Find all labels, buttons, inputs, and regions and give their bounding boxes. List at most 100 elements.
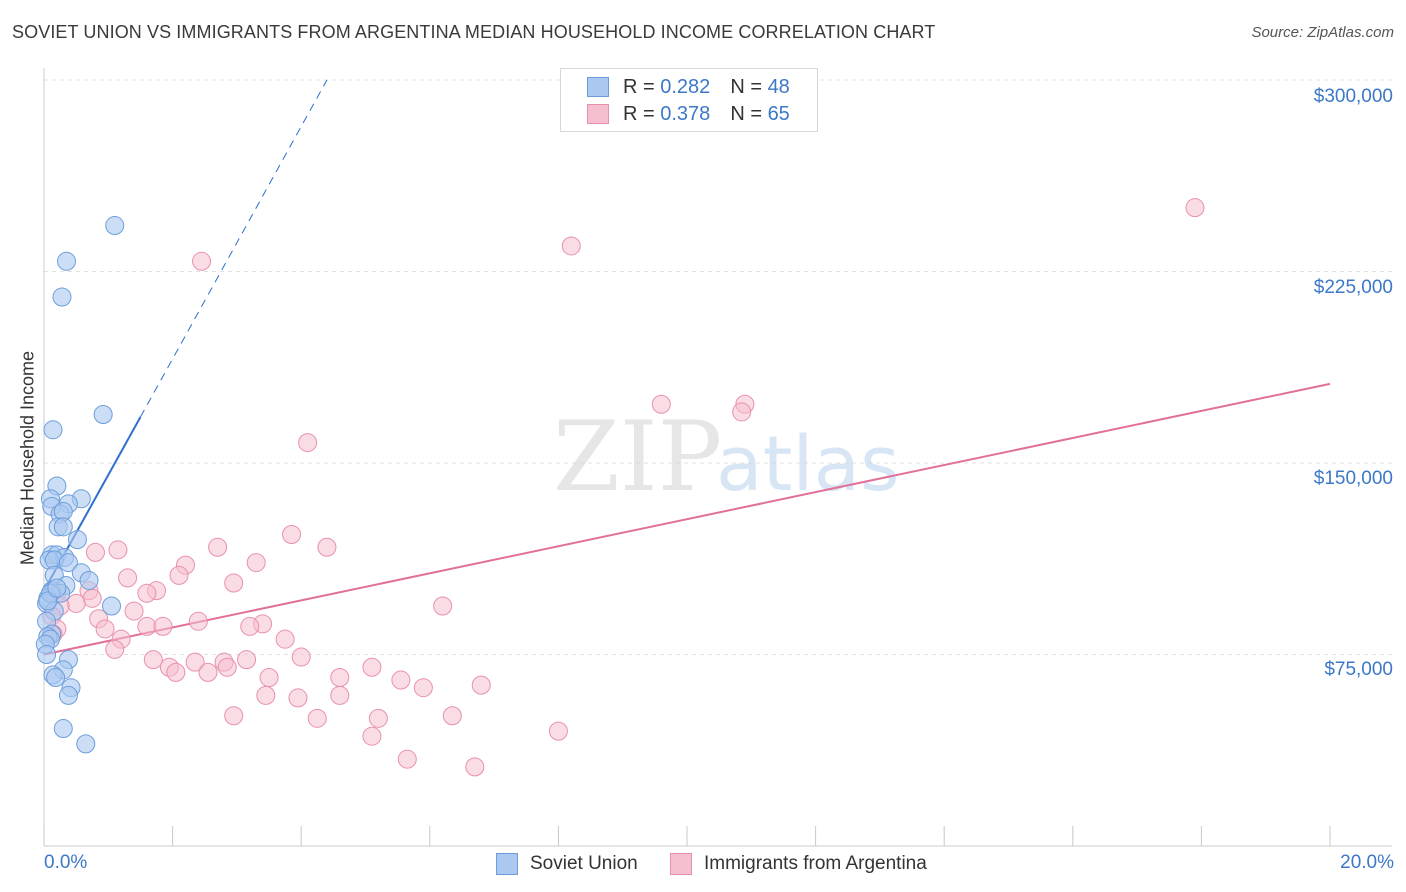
- soviet-point-36: [37, 645, 57, 664]
- soviet-points: [35, 216, 125, 754]
- soviet-r-label: R =: [623, 75, 655, 98]
- source-label: Source: ZipAtlas.com: [1251, 24, 1394, 41]
- legend-row-soviet: R = 0.282 N = 48: [587, 75, 790, 99]
- argentina-point-11: [85, 542, 105, 562]
- bottom-soviet-label: Soviet Union: [530, 853, 638, 874]
- y-tick-label-300000: $300,000: [1313, 86, 1393, 107]
- bottom-argentina-swatch: [670, 853, 692, 875]
- soviet-swatch: [587, 77, 609, 97]
- argentina-point-44: [362, 657, 382, 677]
- y-tick-label-150000: $150,000: [1313, 468, 1393, 489]
- soviet-point-3: [93, 404, 113, 424]
- soviet-n-value: 48: [767, 75, 790, 98]
- argentina-point-15: [118, 568, 138, 588]
- soviet-point-4: [43, 420, 63, 440]
- argentina-point-3: [651, 394, 671, 414]
- argentina-point-60: [442, 706, 462, 726]
- argentina-r-label: R =: [623, 102, 655, 125]
- argentina-point-32: [153, 616, 173, 636]
- argentina-point-24: [433, 596, 453, 616]
- argentina-swatch: [587, 104, 609, 124]
- argentina-point-31: [240, 616, 260, 636]
- argentina-point-10: [108, 540, 128, 560]
- argentina-point-54: [256, 685, 276, 705]
- argentina-point-2: [192, 251, 212, 271]
- argentina-point-46: [217, 657, 237, 677]
- argentina-point-56: [288, 688, 308, 708]
- soviet-point-47: [47, 578, 67, 598]
- y-axis-title: Median Household Income: [17, 350, 38, 566]
- argentina-point-63: [397, 749, 417, 769]
- argentina-point-49: [259, 667, 279, 687]
- bottom-argentina-label: Immigrants from Argentina: [704, 853, 927, 874]
- soviet-n-label: N =: [730, 75, 762, 98]
- bottom-soviet-swatch: [496, 853, 518, 875]
- argentina-points: [42, 198, 1205, 777]
- argentina-point-16: [224, 573, 244, 593]
- axes: [43, 68, 1392, 847]
- watermark: ZIP atlas: [553, 401, 900, 513]
- trend-lines: [43, 79, 1331, 656]
- argentina-point-29: [137, 616, 157, 636]
- y-tick-label-225000: $225,000: [1313, 277, 1393, 298]
- x-tick-label-max: 20.0%: [1340, 852, 1394, 873]
- argentina-point-14: [169, 565, 189, 585]
- legend-row-argentina: R = 0.378 N = 65: [587, 102, 790, 126]
- bottom-legend-argentina: Immigrants from Argentina: [670, 851, 927, 877]
- soviet-point-14: [67, 530, 87, 550]
- argentina-point-33: [95, 619, 115, 639]
- argentina-point-64: [465, 757, 485, 777]
- argentina-point-58: [307, 708, 327, 728]
- soviet-point-40: [46, 667, 66, 687]
- argentina-point-25: [124, 601, 144, 621]
- argentina-point-39: [291, 647, 311, 667]
- argentina-point-57: [224, 706, 244, 726]
- argentina-point-52: [471, 675, 491, 695]
- soviet-point-1: [57, 251, 77, 271]
- soviet-point-29: [102, 596, 122, 616]
- watermark-zip: ZIP: [553, 401, 722, 513]
- argentina-point-62: [362, 726, 382, 746]
- argentina-point-51: [391, 670, 411, 690]
- soviet-point-2: [52, 287, 72, 307]
- argentina-point-61: [548, 721, 568, 741]
- argentina-point-37: [275, 629, 295, 649]
- soviet-point-20: [58, 553, 78, 573]
- x-tick-label-min: 0.0%: [44, 852, 88, 873]
- soviet-point-23: [79, 570, 99, 590]
- soviet-point-13: [53, 517, 73, 537]
- argentina-point-41: [237, 650, 257, 670]
- bottom-legend-soviet: Soviet Union: [496, 851, 638, 877]
- argentina-point-59: [368, 708, 388, 728]
- argentina-point-21: [82, 588, 102, 608]
- argentina-point-0: [1185, 198, 1205, 218]
- correlation-legend: R = 0.282 N = 48 R = 0.378 N = 65: [560, 68, 818, 132]
- argentina-point-53: [413, 678, 433, 698]
- argentina-point-40: [143, 650, 163, 670]
- argentina-point-9: [208, 537, 228, 557]
- chart-title: SOVIET UNION VS IMMIGRANTS FROM ARGENTIN…: [12, 22, 936, 42]
- soviet-point-42: [58, 685, 78, 705]
- argentina-point-47: [166, 662, 186, 682]
- argentina-trend-line: [43, 382, 1331, 656]
- argentina-point-28: [188, 611, 208, 631]
- y-tick-label-75000: $75,000: [1324, 659, 1393, 680]
- argentina-point-50: [330, 667, 350, 687]
- argentina-point-19: [137, 583, 157, 603]
- argentina-point-22: [66, 593, 86, 613]
- argentina-point-38: [105, 639, 125, 659]
- argentina-point-1: [561, 236, 581, 256]
- gridlines: [44, 79, 1392, 655]
- argentina-point-42: [185, 652, 205, 672]
- argentina-point-7: [282, 524, 302, 544]
- argentina-point-8: [317, 537, 337, 557]
- soviet-r-value: 0.282: [660, 75, 711, 98]
- argentina-point-6: [298, 433, 318, 453]
- argentina-r-value: 0.378: [660, 102, 711, 125]
- soviet-point-0: [105, 216, 125, 236]
- argentina-point-12: [246, 553, 266, 573]
- argentina-point-5: [732, 402, 752, 422]
- soviet-point-44: [76, 734, 96, 754]
- argentina-point-55: [330, 685, 350, 705]
